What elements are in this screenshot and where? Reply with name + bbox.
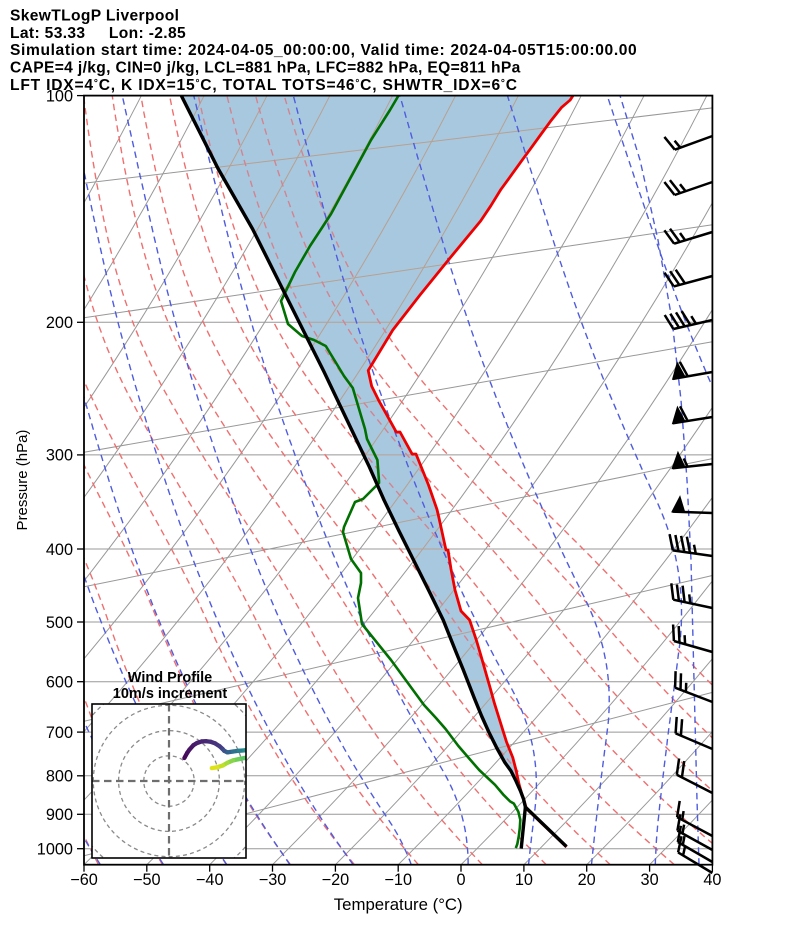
svg-text:Simulation start time: 2024-04: Simulation start time: 2024-04-05_00:00:… xyxy=(10,42,637,59)
svg-text:700: 700 xyxy=(46,724,73,742)
svg-text:600: 600 xyxy=(46,674,73,692)
svg-text:−40: −40 xyxy=(196,871,224,889)
svg-text:40: 40 xyxy=(703,871,721,889)
svg-text:900: 900 xyxy=(46,806,73,824)
svg-text:400: 400 xyxy=(46,541,73,559)
svg-text:10m/s increment: 10m/s increment xyxy=(113,686,228,702)
svg-text:500: 500 xyxy=(46,614,73,632)
svg-text:−60: −60 xyxy=(70,871,98,889)
svg-text:−30: −30 xyxy=(259,871,287,889)
svg-text:30: 30 xyxy=(641,871,659,889)
svg-text:20: 20 xyxy=(578,871,596,889)
svg-text:Pressure (hPa): Pressure (hPa) xyxy=(14,430,31,531)
svg-text:SkewTLogP Liverpool: SkewTLogP Liverpool xyxy=(10,8,179,25)
svg-text:Temperature (°C): Temperature (°C) xyxy=(334,895,463,914)
svg-text:−10: −10 xyxy=(384,871,412,889)
svg-text:1000: 1000 xyxy=(37,841,73,859)
svg-text:300: 300 xyxy=(46,447,73,465)
svg-text:Wind Profile: Wind Profile xyxy=(128,670,212,686)
svg-text:200: 200 xyxy=(46,314,73,332)
svg-text:CAPE=4 j/kg, CIN=0 j/kg, LCL=8: CAPE=4 j/kg, CIN=0 j/kg, LCL=881 hPa, LF… xyxy=(10,60,521,77)
svg-text:−20: −20 xyxy=(322,871,350,889)
svg-text:LFT IDX=4°C, K IDX=15°C, TOTAL: LFT IDX=4°C, K IDX=15°C, TOTAL TOTS=46°C… xyxy=(10,77,518,94)
svg-text:10: 10 xyxy=(515,871,533,889)
svg-text:−50: −50 xyxy=(133,871,161,889)
svg-text:Lat: 53.33 Lon: -2.85: Lat: 53.33 Lon: -2.85 xyxy=(10,25,186,42)
svg-text:0: 0 xyxy=(456,871,465,889)
svg-text:800: 800 xyxy=(46,768,73,786)
